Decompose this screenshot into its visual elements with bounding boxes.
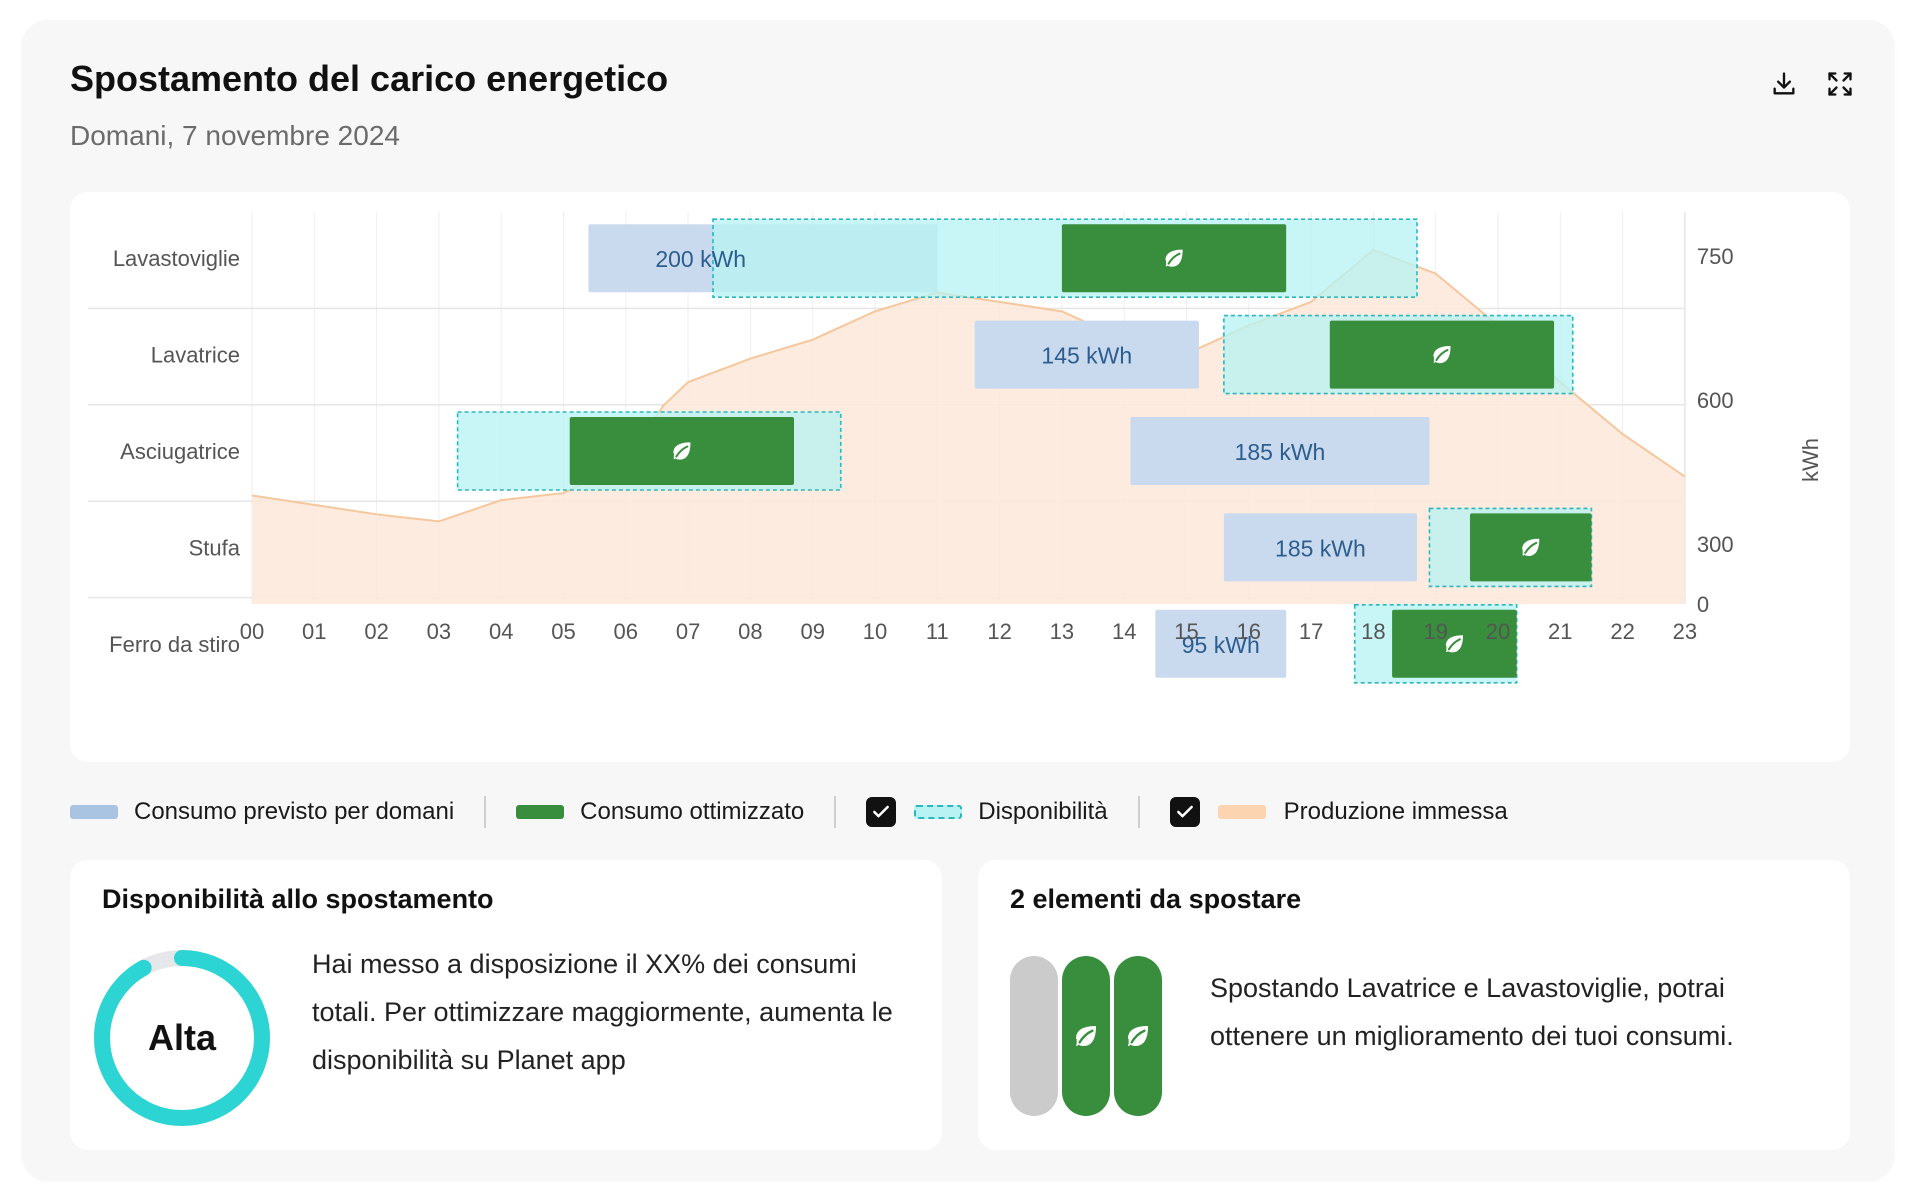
leaf-vein bbox=[1167, 252, 1181, 265]
leaf-vein bbox=[1447, 638, 1461, 651]
shift-pill-active bbox=[1114, 956, 1162, 1116]
x-tick-label: 05 bbox=[551, 619, 575, 644]
page-title: Spostamento del carico energetico bbox=[70, 58, 669, 99]
gauge-level-label: Alta bbox=[148, 1017, 217, 1058]
legend-forecast-swatch bbox=[70, 805, 118, 819]
availability-checkbox[interactable] bbox=[866, 797, 897, 827]
availability-panel-text: Hai messo a disposizione il XX% dei cons… bbox=[312, 949, 893, 1075]
x-tick-label: 06 bbox=[614, 619, 638, 644]
expand-button[interactable] bbox=[1820, 64, 1860, 104]
shift-panel-text: Spostando Lavatrice e Lavastoviglie, pot… bbox=[1210, 973, 1734, 1051]
leaf-icon bbox=[1075, 1025, 1097, 1047]
y-tick-label: 0 bbox=[1697, 592, 1709, 617]
y-tick-label: 300 bbox=[1697, 532, 1734, 557]
energy-shift-card: Spostamento del carico energetico Domani… bbox=[22, 20, 1894, 1180]
shift-panel: 2 elementi da spostare Spostando Lavatri… bbox=[978, 860, 1850, 1150]
forecast-bar bbox=[1130, 417, 1430, 485]
x-tick-label: 19 bbox=[1423, 619, 1447, 644]
x-tick-label: 21 bbox=[1548, 619, 1572, 644]
x-tick-label: 02 bbox=[364, 619, 388, 644]
gauge-arc bbox=[94, 950, 270, 1126]
x-tick-label: 22 bbox=[1610, 619, 1634, 644]
shift-pill-empty bbox=[1010, 956, 1058, 1116]
leaf-icon bbox=[1445, 635, 1463, 653]
leaf-vein bbox=[675, 445, 689, 458]
x-tick-label: 20 bbox=[1486, 619, 1510, 644]
y-tick-label: 750 bbox=[1697, 244, 1734, 269]
x-tick-label: 10 bbox=[863, 619, 887, 644]
check-icon bbox=[873, 805, 890, 818]
x-tick-label: 18 bbox=[1361, 619, 1385, 644]
legend-optimized-label: Consumo ottimizzato bbox=[580, 798, 805, 825]
leaf-icon bbox=[1433, 345, 1451, 364]
leaf-icon bbox=[673, 442, 691, 460]
page-subtitle: Domani, 7 novembre 2024 bbox=[70, 120, 400, 151]
download-icon bbox=[1773, 72, 1795, 95]
forecast-bar-label: 185 kWh bbox=[1275, 535, 1366, 561]
x-tick-label: 11 bbox=[926, 619, 949, 644]
legend-availability-label: Disponibilità bbox=[978, 798, 1108, 825]
forecast-bar-label: 185 kWh bbox=[1235, 439, 1326, 465]
x-tick-label: 03 bbox=[427, 619, 451, 644]
leaf-vein bbox=[1435, 349, 1449, 362]
x-tick-label: 12 bbox=[987, 619, 1011, 644]
x-tick-label: 01 bbox=[302, 619, 326, 644]
forecast-bar bbox=[1155, 609, 1287, 678]
row-label: Ferro da stiro bbox=[109, 632, 240, 657]
x-tick-label: 15 bbox=[1174, 619, 1198, 644]
x-tick-label: 17 bbox=[1299, 619, 1323, 644]
download-button[interactable] bbox=[1764, 64, 1804, 104]
x-tick-label: 16 bbox=[1237, 619, 1261, 644]
row-label: Stufa bbox=[189, 535, 241, 560]
y-tick-label: 600 bbox=[1697, 388, 1734, 413]
forecast-bar-label: 145 kWh bbox=[1041, 343, 1132, 369]
x-tick-label: 09 bbox=[800, 619, 824, 644]
leaf-icon bbox=[1165, 249, 1183, 267]
row-label: Lavatrice bbox=[151, 343, 240, 368]
legend-separator bbox=[484, 796, 487, 828]
legend-forecast-label: Consumo previsto per domani bbox=[134, 798, 455, 825]
shift-panel-title: 2 elementi da spostare bbox=[1010, 884, 1302, 914]
chart-legend: Consumo previsto per domani Consumo otti… bbox=[70, 792, 1508, 832]
y-axis-title: kWh bbox=[1798, 438, 1823, 482]
x-tick-label: 23 bbox=[1673, 619, 1697, 644]
forecast-bar-label: 200 kWh bbox=[655, 246, 746, 272]
check-icon bbox=[1176, 805, 1193, 818]
production-checkbox[interactable] bbox=[1169, 797, 1200, 827]
row-label: Asciugatrice bbox=[120, 439, 240, 464]
load-shift-chart: Lavastoviglie 200 kWh Lavatrice 145 kWh Asci… bbox=[70, 192, 1850, 762]
leaf-icon bbox=[1127, 1025, 1149, 1047]
forecast-bar bbox=[1223, 513, 1418, 582]
x-tick-label: 07 bbox=[676, 619, 700, 644]
legend-production-swatch bbox=[1217, 805, 1266, 819]
legend-optimized-swatch bbox=[516, 805, 565, 819]
forecast-bar bbox=[974, 320, 1199, 389]
x-tick-label: 04 bbox=[489, 619, 513, 644]
availability-gauge: Alta bbox=[94, 950, 270, 1126]
legend-production-label: Produzione immessa bbox=[1283, 798, 1508, 825]
legend-separator bbox=[834, 796, 837, 828]
shift-pill-active bbox=[1062, 956, 1110, 1116]
expand-icon bbox=[1828, 72, 1852, 96]
forecast-bar-label: 95 kWh bbox=[1182, 632, 1260, 658]
leaf-icon bbox=[1522, 538, 1540, 556]
legend-availability-swatch bbox=[914, 805, 963, 819]
legend-separator bbox=[1137, 796, 1140, 828]
availability-panel: Disponibilità allo spostamento Alta Hai … bbox=[70, 860, 942, 1150]
x-tick-label: 14 bbox=[1112, 619, 1136, 644]
availability-panel-title: Disponibilità allo spostamento bbox=[102, 884, 494, 914]
x-tick-label: 13 bbox=[1050, 619, 1074, 644]
x-tick-label: 00 bbox=[240, 619, 264, 644]
row-label: Lavastoviglie bbox=[113, 246, 240, 271]
x-tick-label: 08 bbox=[738, 619, 762, 644]
leaf-vein bbox=[1524, 541, 1538, 554]
